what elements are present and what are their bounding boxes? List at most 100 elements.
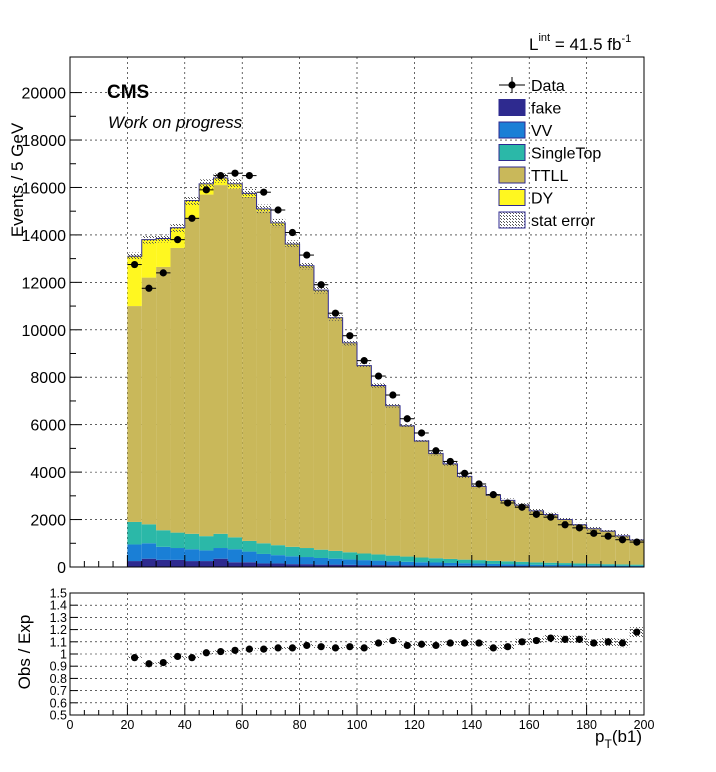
bar-ttll — [242, 196, 257, 541]
stat-error-box — [600, 529, 616, 534]
ratio-point — [130, 654, 139, 662]
bar-singletop — [184, 533, 200, 550]
ratio-point — [303, 641, 311, 650]
bar-ttll — [170, 247, 185, 533]
bar-ttll — [586, 529, 601, 564]
ratio-point — [518, 638, 526, 646]
bar-vv — [471, 563, 487, 566]
bar-fake — [443, 565, 458, 567]
bar-ttll — [471, 486, 487, 561]
bar-singletop — [127, 521, 142, 545]
data-points — [127, 169, 644, 546]
legend-entry-singletop: SingleTop — [498, 144, 601, 163]
data-point — [213, 172, 228, 180]
ratio-point — [217, 647, 225, 656]
bar-singletop — [199, 536, 214, 551]
bar-singletop — [141, 524, 157, 544]
data-point — [400, 415, 415, 423]
bar-ttll — [227, 188, 243, 538]
data-point — [256, 188, 271, 196]
stat-error-box — [342, 340, 357, 346]
bar-vv — [141, 543, 157, 559]
bar-vv — [299, 557, 314, 565]
ratio-point — [461, 639, 469, 647]
bar-ttll — [285, 245, 300, 547]
bar-vv — [400, 561, 415, 566]
data-point — [371, 372, 386, 380]
bar-singletop — [557, 563, 573, 565]
ratio-point — [188, 654, 196, 662]
main-x-ticks — [69, 555, 645, 567]
bar-fake — [270, 563, 286, 567]
bar-singletop — [385, 555, 401, 562]
ratio-point — [575, 635, 584, 643]
data-point — [285, 228, 300, 237]
bar-ttll — [400, 426, 415, 557]
ratio-y-tick-label: 0.8 — [50, 672, 67, 686]
stat-error-box — [127, 252, 142, 260]
ratio-y-tick-label: 1.1 — [50, 635, 67, 649]
bar-singletop — [285, 546, 300, 557]
bar-vv — [170, 548, 185, 560]
data-point — [414, 429, 429, 437]
bar-vv — [285, 556, 300, 565]
bar-ttll — [572, 525, 587, 564]
ratio-point — [360, 644, 368, 652]
legend-entry-vv: VV — [498, 121, 553, 140]
data-point — [156, 269, 171, 277]
x-tick-label: 60 — [235, 718, 249, 732]
bar-fake — [127, 561, 142, 567]
ratio-panel: 0.50.60.70.80.911.11.21.31.41.5 0 20 40 60 8… — [15, 587, 654, 752]
data-point — [514, 503, 530, 511]
bar-ttll — [299, 266, 314, 549]
stat-error-box — [170, 223, 185, 232]
legend-entry-ttll: TTLL — [498, 166, 568, 185]
x-tick-label: 200 — [634, 718, 655, 732]
stat-error-box — [615, 534, 630, 538]
ratio-point — [604, 638, 612, 646]
data-point — [141, 284, 157, 292]
x-tick-label: 40 — [178, 718, 192, 732]
ratio-grid — [70, 593, 644, 715]
ratio-x-ticks: 0 20 40 60 80 100 120 140 160 180 200 — [67, 705, 655, 732]
data-point — [270, 206, 286, 214]
stat-error-box — [242, 188, 257, 198]
bar-fake — [457, 565, 472, 567]
x-tick-label: 120 — [404, 718, 425, 732]
ratio-point — [403, 641, 411, 650]
svg-text:stat error: stat error — [531, 213, 596, 230]
bar-fake — [385, 565, 401, 567]
bar-ttll — [313, 291, 329, 550]
data-point — [557, 521, 573, 529]
bar-singletop — [227, 537, 243, 550]
ratio-y-tick-label: 0.5 — [50, 709, 67, 723]
ratio-y-ticks: 0.50.60.70.80.911.11.21.31.41.5 — [50, 587, 78, 723]
ratio-points — [130, 628, 641, 668]
data-point — [486, 491, 501, 499]
ratio-point — [417, 640, 426, 648]
ratio-error-band — [127, 627, 644, 665]
data-point — [428, 447, 444, 455]
bar-ttll — [414, 441, 429, 558]
bar-singletop — [428, 558, 444, 563]
ratio-y-axis-title: Obs / Exp — [15, 615, 34, 690]
ratio-point — [202, 649, 210, 657]
stat-error-box — [270, 218, 286, 228]
ratio-point — [590, 639, 598, 647]
bar-ttll — [600, 531, 616, 565]
x-axis-title: pT(b1) — [595, 727, 642, 751]
data-point — [500, 499, 515, 507]
bar-singletop — [600, 564, 616, 566]
bar-singletop — [514, 561, 530, 565]
bar-fake — [428, 565, 444, 567]
data-point — [342, 332, 357, 340]
data-point — [629, 538, 644, 546]
bar-singletop — [500, 561, 515, 565]
bar-singletop — [299, 548, 314, 558]
stacked-histogram — [127, 177, 644, 567]
ratio-point — [288, 644, 297, 652]
bar-fake — [328, 564, 343, 567]
ratio-point — [561, 635, 569, 643]
bar-fake — [471, 565, 487, 567]
data-point — [184, 214, 200, 222]
